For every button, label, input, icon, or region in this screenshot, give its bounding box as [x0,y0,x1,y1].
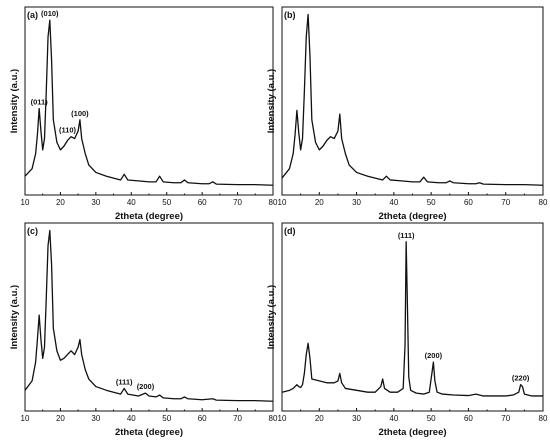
panel-a: 10 20 30 40 50 60 70 80 2theta (degree) Intensity… [9,6,278,222]
x-tick-label: 80 [269,414,278,423]
peak-label: (100) [71,109,89,118]
y-axis-title: Intensity (a.u.) [9,69,20,133]
x-tick-label: 50 [427,414,436,423]
x-tick-label: 70 [233,198,242,207]
x-tick-label: 30 [91,414,100,423]
x-tick-label: 50 [162,414,171,423]
plot-frame [281,6,544,196]
plot-frame [281,222,544,412]
peak-label: (110) [59,126,77,135]
x-tick-label: 30 [352,198,361,207]
x-tick-label: 40 [389,198,398,207]
x-tick-label: 70 [501,414,510,423]
panel-d: 10 20 30 40 50 60 70 80 2theta (degree) Intensity… [266,222,548,438]
peak-label: (010) [41,9,59,18]
peak-label: (200) [137,382,155,391]
panel-c: 10 20 30 40 50 60 70 80 2theta (degree) Intensity… [9,222,278,438]
series-line [24,19,274,186]
x-tick-label: 40 [389,414,398,423]
peak-label: (111) [398,231,415,240]
x-tick-label: 30 [352,414,361,423]
x-tick-label: 10 [278,414,287,423]
x-tick-label: 50 [427,198,436,207]
x-tick-label: 60 [198,414,207,423]
x-tick-label: 10 [21,198,30,207]
panel-tag: (d) [284,226,296,236]
x-axis-title: 2theta (degree) [115,211,183,222]
x-tick-label: 70 [501,198,510,207]
panel-tag: (b) [284,10,296,20]
series-line [281,241,543,397]
x-axis-title: 2theta (degree) [378,427,446,438]
peak-label: (111) [116,377,133,386]
peak-label: (200) [425,351,443,360]
x-tick-label: 20 [56,414,65,423]
y-axis-title: Intensity (a.u.) [266,285,277,349]
plot-frame [24,6,274,196]
x-tick-label: 20 [315,198,324,207]
x-axis-title: 2theta (degree) [378,211,446,222]
x-tick-label: 80 [539,198,548,207]
x-axis-title: 2theta (degree) [115,427,183,438]
panel-tag: (a) [27,10,38,20]
x-tick-label: 50 [162,198,171,207]
x-tick-label: 60 [464,414,473,423]
x-tick-label: 10 [21,414,30,423]
y-axis-title: Intensity (a.u.) [9,285,20,349]
peak-label: (011) [31,98,49,107]
x-tick-label: 70 [233,414,242,423]
x-tick-label: 40 [127,414,136,423]
x-tick-label: 40 [127,198,136,207]
panel-tag: (c) [27,226,38,236]
x-tick-label: 60 [198,198,207,207]
series-line [281,13,544,186]
panel-b: 10 20 30 40 50 60 70 80 2theta (degree) Intensity… [266,6,548,222]
x-tick-label: 30 [91,198,100,207]
series-line [24,229,274,402]
x-tick-label: 60 [464,198,473,207]
x-tick-label: 20 [315,414,324,423]
x-tick-label: 20 [56,198,65,207]
x-tick-label: 80 [539,414,548,423]
x-tick-label: 10 [278,198,287,207]
x-tick-label: 80 [269,198,278,207]
peak-label: (220) [512,374,530,383]
y-axis-title: Intensity (a.u.) [266,69,277,133]
